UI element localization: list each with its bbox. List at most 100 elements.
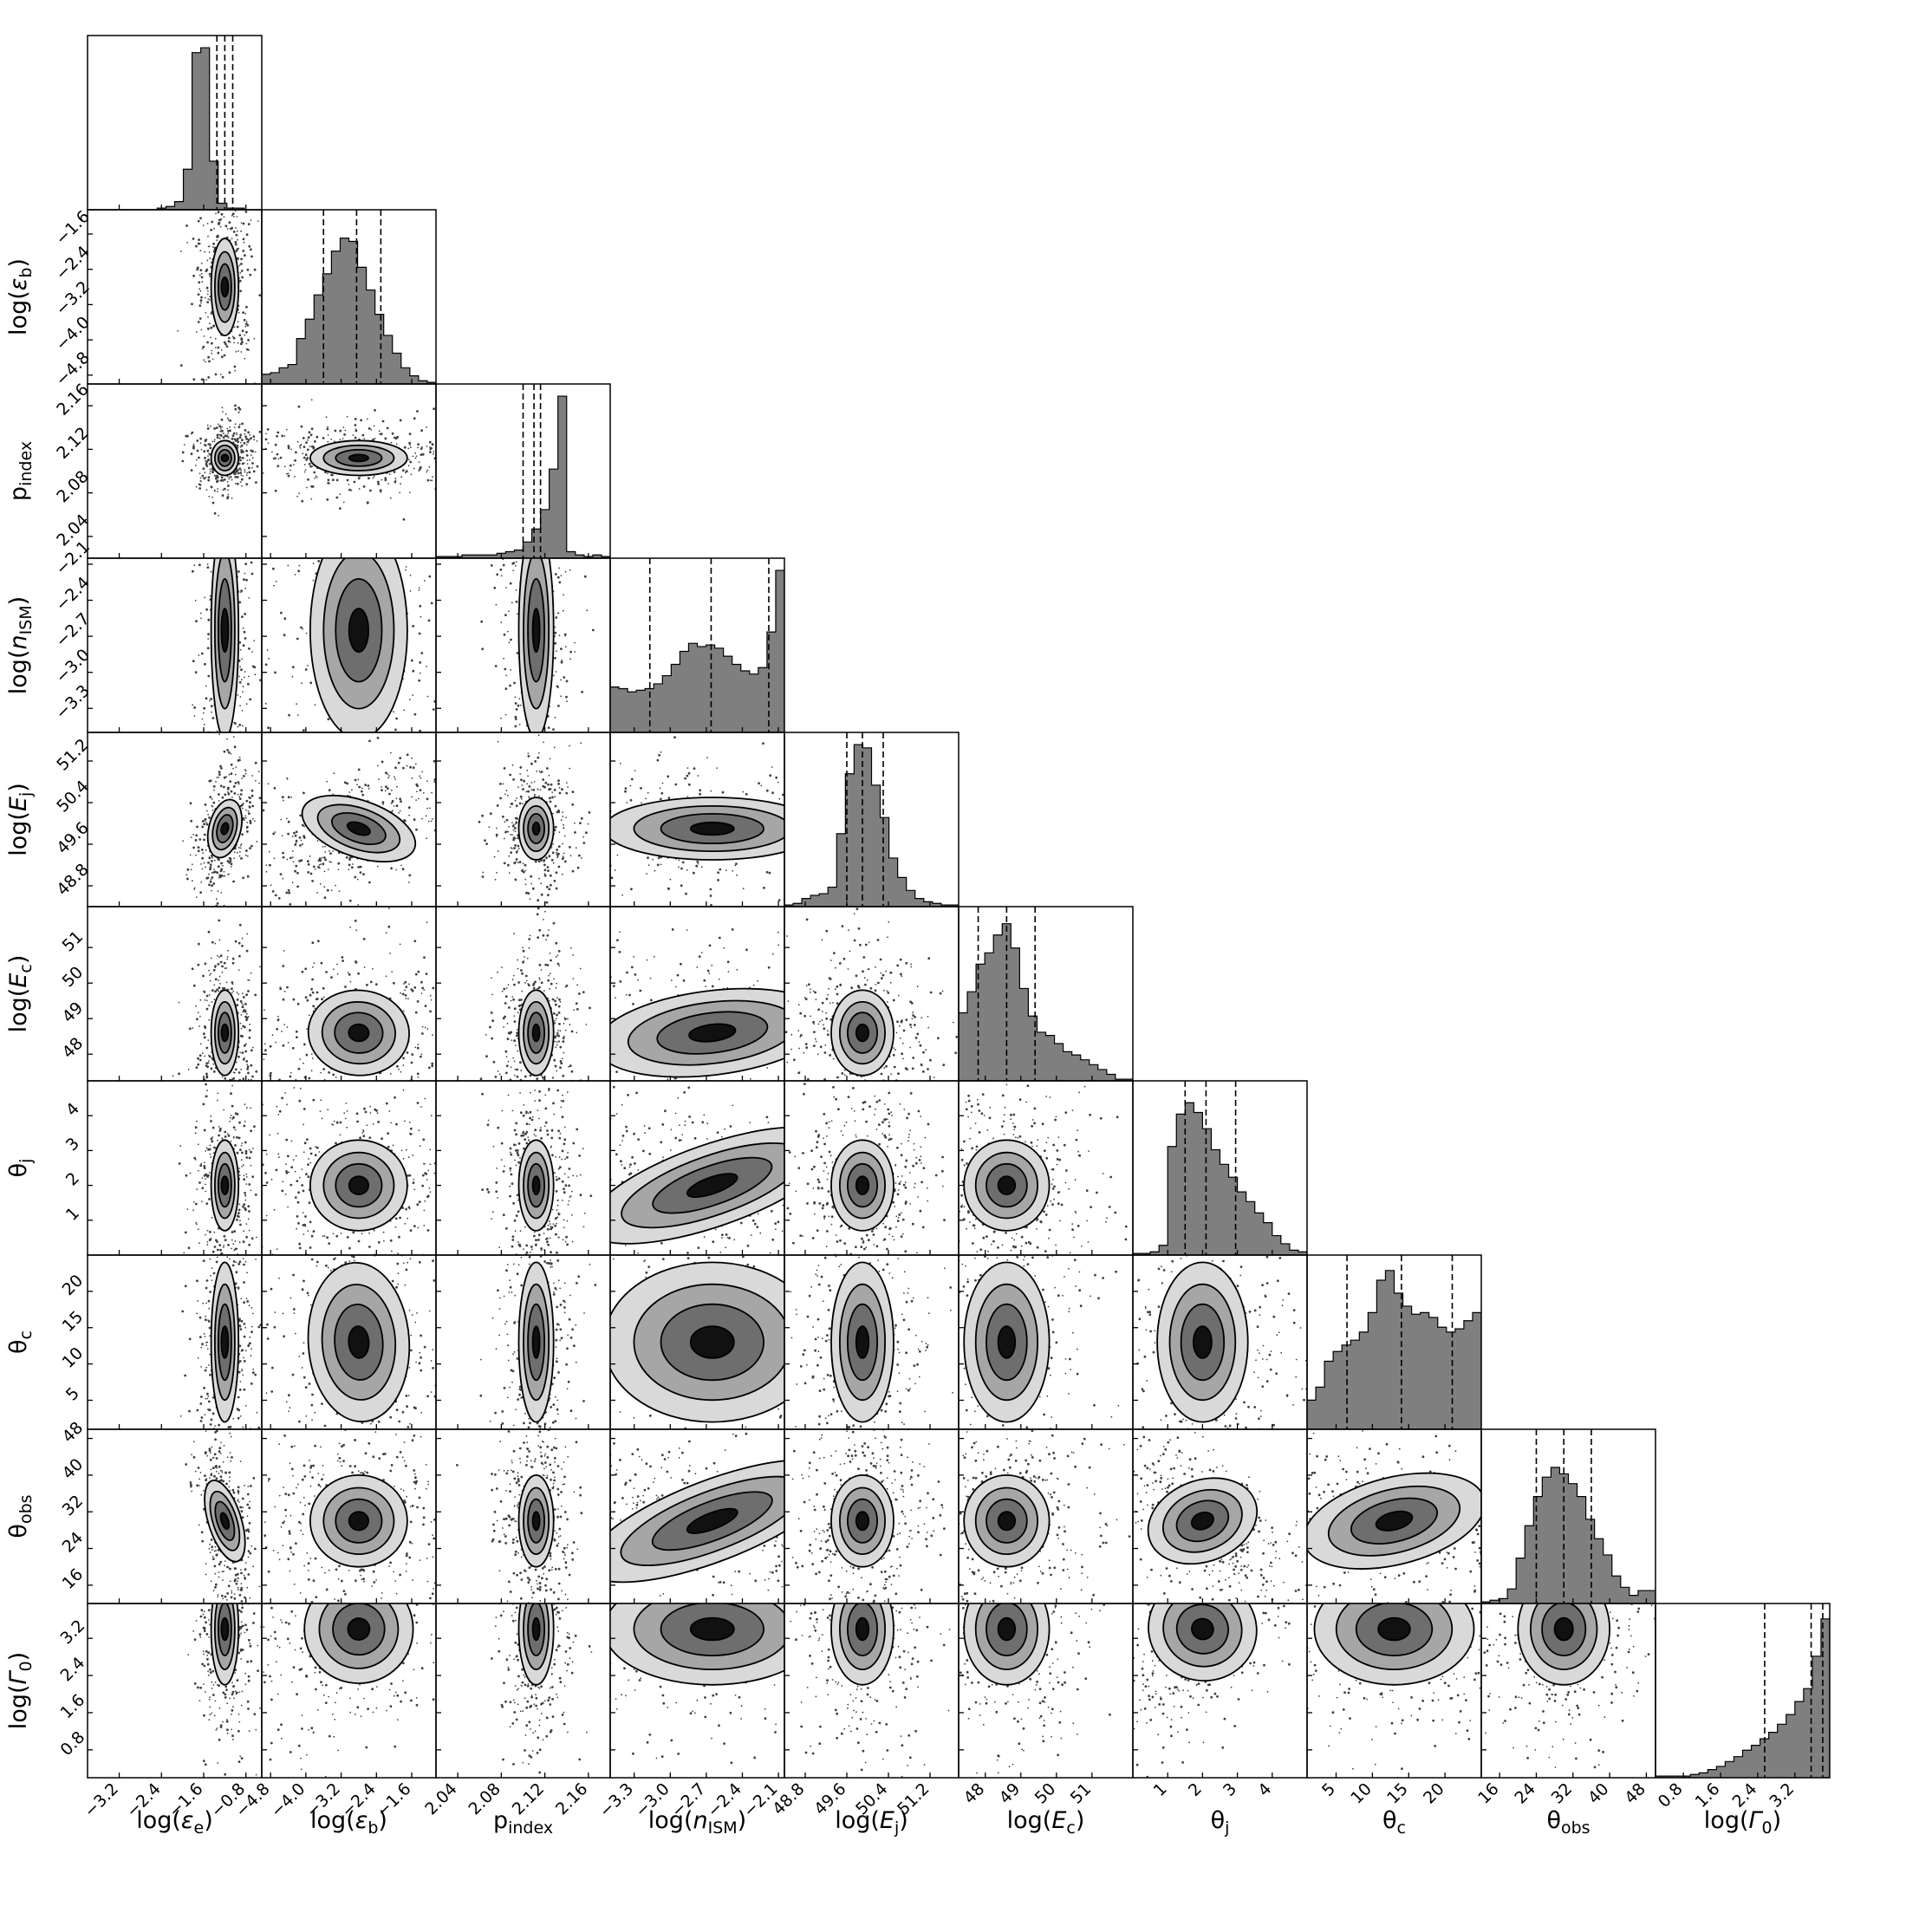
- x-tick-label-log-e-j-0: 48.8: [769, 1779, 808, 1818]
- contour-level-4: [533, 608, 540, 652]
- x-tick-label-log-e-c-0: 48: [960, 1779, 989, 1808]
- y-tick-label-log-gamma-0-1: 1.6: [56, 1690, 88, 1722]
- y-tick-label-theta-obs-4: 48: [59, 1418, 88, 1447]
- contour-panel-theta-j-vs-p-index: [436, 1031, 610, 1321]
- y-axis-label-theta-c: θc: [5, 1330, 36, 1354]
- contour-level-4: [221, 1176, 228, 1194]
- contour-panel-p-index-vs-log-eps-e: 2.042.082.122.16: [53, 380, 273, 558]
- histogram-bars-log-gamma-0: [1656, 1619, 1830, 1778]
- x-tick-label-theta-j-3: 4: [1254, 1779, 1275, 1800]
- x-tick-label-log-e-c-2: 50: [1031, 1779, 1060, 1808]
- hist-panel-log-gamma-0: 0.8 1.6 2.4 3.2: [1655, 1603, 1830, 1812]
- x-tick-label-log-e-c-3: 51: [1067, 1779, 1096, 1808]
- contour-level-4: [691, 1618, 734, 1641]
- x-tick-label-theta-j-0: 1: [1150, 1779, 1171, 1800]
- histogram-bars-log-n-ism: [610, 570, 784, 732]
- hist-panel-log-eps-b: [262, 210, 436, 384]
- x-tick-label-theta-obs-1: 24: [1511, 1779, 1539, 1808]
- x-tick-label-log-eps-e-0: −3.2: [81, 1779, 122, 1821]
- y-tick-label-theta-j-1: 2: [62, 1168, 83, 1189]
- hist-panel-theta-obs: [1481, 1429, 1656, 1603]
- hist-panel-log-eps-e: [88, 36, 262, 210]
- y-tick-label-log-e-j-0: 48.8: [53, 860, 92, 899]
- contour-level-4: [221, 1326, 228, 1358]
- y-tick-label-theta-c-2: 15: [59, 1307, 88, 1336]
- contour-panel-log-gamma-0-vs-log-n-ism: −3.3−3.0−2.7−2.4−2.1: [166, 1474, 1039, 1821]
- contour-level-4: [221, 1618, 228, 1641]
- x-tick-label-theta-c-0: 5: [1318, 1779, 1339, 1800]
- contour-panel-log-e-j-vs-p-index: [436, 726, 610, 913]
- contour-level-4: [1194, 1326, 1212, 1358]
- hist-panel-log-e-c: [959, 907, 1133, 1081]
- x-tick-label-log-eps-b-1: −4.0: [267, 1779, 309, 1821]
- contour-level-4: [856, 1618, 868, 1641]
- y-axis-label-log-e-j: log(Ej): [5, 783, 36, 856]
- histogram-bars-log-eps-b: [262, 238, 436, 384]
- contour-level-4: [348, 1024, 369, 1042]
- x-tick-label-p-index-2: 2.12: [509, 1779, 548, 1818]
- x-tick-label-log-n-ism-0: −3.3: [595, 1779, 637, 1821]
- contour-level-4: [221, 454, 228, 461]
- contour-level-4: [856, 1512, 868, 1530]
- contour-level-4: [999, 1176, 1016, 1194]
- y-tick-label-theta-obs-1: 24: [59, 1528, 88, 1557]
- contour-level-4: [999, 1618, 1016, 1641]
- x-axis-label-theta-j: θj: [1211, 1807, 1230, 1838]
- x-tick-label-theta-obs-0: 16: [1474, 1779, 1503, 1808]
- y-tick-label-theta-obs-0: 16: [59, 1564, 88, 1593]
- contour-level-4: [533, 1326, 540, 1358]
- contour-level-4: [221, 277, 228, 296]
- y-tick-label-log-e-c-1: 49: [59, 999, 88, 1027]
- x-axis-label-theta-c: θc: [1382, 1807, 1406, 1838]
- contour-level-4: [349, 608, 368, 652]
- hist-panel-p-index: [436, 384, 610, 558]
- x-tick-label-theta-j-1: 2: [1185, 1779, 1206, 1800]
- contour-level-4: [691, 823, 734, 835]
- x-tick-label-theta-obs-4: 48: [1621, 1779, 1649, 1808]
- x-tick-label-log-e-c-1: 49: [996, 1779, 1025, 1808]
- contour-panel-p-index-vs-log-eps-b: [200, 384, 514, 558]
- x-tick-label-theta-obs-2: 32: [1548, 1779, 1577, 1808]
- contour-level-4: [1555, 1618, 1573, 1641]
- y-tick-label-p-index-2: 2.12: [53, 424, 92, 463]
- scatter-points: [166, 1474, 1039, 1806]
- y-tick-label-log-e-j-1: 49.6: [53, 818, 92, 857]
- contour-level-4: [221, 1025, 228, 1042]
- hist-panel-log-e-j: [784, 732, 959, 907]
- x-tick-label-theta-c-2: 15: [1383, 1779, 1412, 1808]
- x-tick-label-theta-j-2: 3: [1220, 1779, 1240, 1800]
- contour-level-4: [533, 1618, 540, 1641]
- contour-panel-log-e-j-vs-log-n-ism: [415, 717, 1048, 913]
- y-axis-label-p-index: pindex: [5, 441, 36, 501]
- contour-level-4: [533, 1025, 540, 1042]
- histogram-bars-log-e-c: [959, 924, 1133, 1081]
- panel-frame: [88, 36, 262, 210]
- contour-panel-log-gamma-0-vs-log-eps-e: −3.2 −2.4 −1.6 −0.80.81.62.43.2: [56, 1438, 275, 1821]
- contour-panel-log-e-j-vs-log-eps-e: 48.849.650.451.2: [53, 730, 268, 957]
- x-tick-label-log-gamma-0-0: 0.8: [1655, 1779, 1687, 1812]
- contour-level-4: [856, 1025, 868, 1042]
- x-axis-label-theta-obs: θobs: [1546, 1807, 1590, 1838]
- x-tick-label-p-index-3: 2.16: [552, 1779, 591, 1818]
- hist-panel-theta-j: [1133, 1081, 1307, 1255]
- y-tick-label-theta-obs-3: 40: [59, 1454, 88, 1483]
- contour-level-4: [349, 1176, 368, 1194]
- x-axis-label-log-gamma-0: log(Γ0): [1704, 1807, 1781, 1838]
- contour-panel-log-e-c-vs-p-index: [436, 907, 610, 1189]
- contour-level-4: [691, 1326, 734, 1358]
- y-axis-label-theta-obs: θobs: [5, 1494, 36, 1538]
- y-tick-label-theta-c-3: 20: [59, 1271, 88, 1299]
- histogram-bars-theta-c: [1307, 1271, 1481, 1429]
- contour-panel-log-gamma-0-vs-p-index: 2.04 2.08 2.12 2.16: [421, 1473, 610, 1818]
- hist-panel-theta-c: [1307, 1255, 1481, 1429]
- y-axis-label-log-e-c: log(Ec): [5, 955, 36, 1033]
- histogram-bars-theta-obs: [1481, 1467, 1656, 1603]
- histogram-bars-theta-j: [1133, 1103, 1307, 1255]
- contour-level-4: [856, 1326, 868, 1358]
- x-tick-label-theta-c-1: 10: [1347, 1779, 1376, 1808]
- y-tick-label-log-e-c-2: 50: [59, 963, 88, 992]
- y-axis-label-log-gamma-0: log(Γ0): [5, 1652, 36, 1729]
- x-axis-label-log-e-j: log(Ej): [835, 1807, 908, 1838]
- contour-level-4: [856, 1176, 868, 1194]
